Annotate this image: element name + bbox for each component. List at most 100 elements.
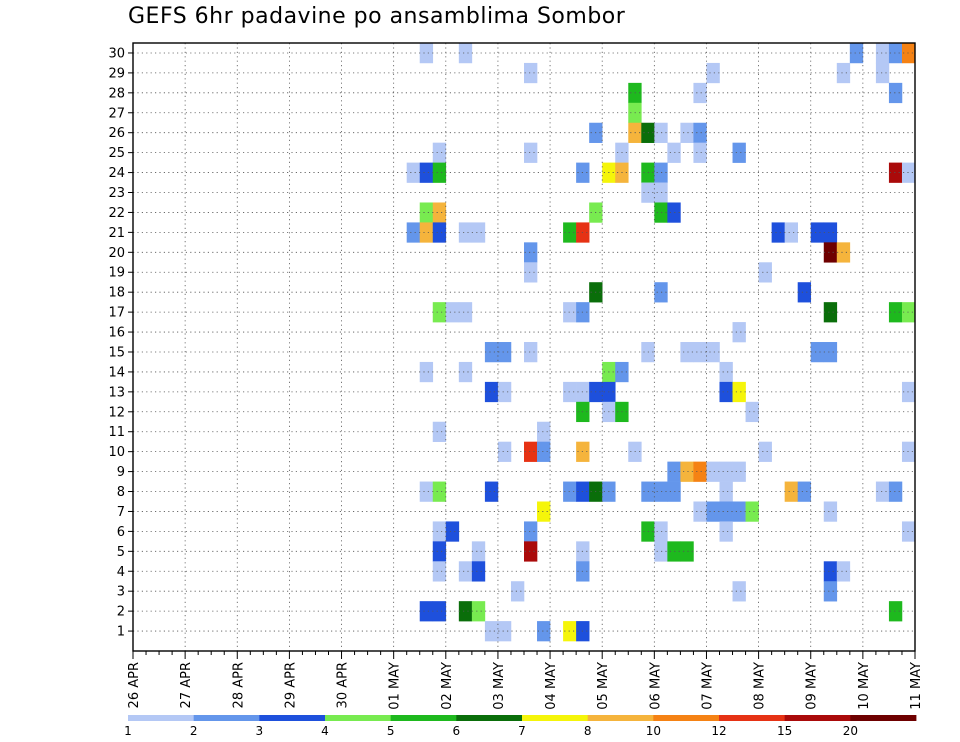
heatmap-cell xyxy=(406,222,421,243)
heatmap-cell xyxy=(654,202,668,223)
heatmap-cell xyxy=(745,501,759,522)
heatmap-cell xyxy=(680,461,694,482)
heatmap-cell xyxy=(745,401,759,423)
heatmap-cell xyxy=(458,601,473,622)
heatmap-cell xyxy=(471,222,486,243)
x-tick-label: 11 MAY xyxy=(909,662,924,710)
heatmap-cell xyxy=(419,361,434,383)
heatmap-cell xyxy=(758,262,772,283)
heatmap-cell xyxy=(901,441,916,462)
heatmap-cell xyxy=(497,342,512,363)
legend-threshold-label: 1 xyxy=(124,724,132,738)
y-tick-label: 21 xyxy=(108,226,125,241)
heatmap-cell xyxy=(719,361,733,383)
y-tick-label: 15 xyxy=(108,345,125,360)
legend-color-swatch xyxy=(259,715,326,721)
heatmap-cell xyxy=(471,541,486,562)
heatmap-cell xyxy=(432,142,447,163)
heatmap-cell xyxy=(719,461,733,482)
y-tick-label: 8 xyxy=(117,485,125,500)
heatmap-cell xyxy=(732,581,746,602)
heatmap-cell xyxy=(445,302,460,323)
legend-threshold-label: 7 xyxy=(518,724,526,738)
y-tick-label: 5 xyxy=(117,545,125,560)
x-tick-label: 08 MAY xyxy=(753,662,768,710)
heatmap-cell xyxy=(537,501,551,522)
heatmap-cell xyxy=(823,302,838,323)
heatmap-cell xyxy=(484,342,499,363)
heatmap-cell xyxy=(458,561,473,582)
heatmap-cell xyxy=(901,162,916,183)
heatmap-cell xyxy=(432,222,447,243)
heatmap-cell xyxy=(497,441,512,462)
legend-threshold-label: 15 xyxy=(777,724,792,738)
y-tick-label: 2 xyxy=(117,605,125,620)
heatmap-cell xyxy=(419,601,434,622)
heatmap-cell xyxy=(537,441,551,462)
heatmap-cell xyxy=(524,521,538,542)
heatmap-cell xyxy=(758,441,772,462)
legend-color-swatch xyxy=(390,715,457,721)
y-tick-label: 10 xyxy=(108,445,125,460)
legend-threshold-label: 2 xyxy=(190,724,198,738)
y-tick-label: 12 xyxy=(108,405,125,420)
y-tick-label: 16 xyxy=(108,326,125,341)
y-tick-label: 1 xyxy=(117,625,125,640)
x-tick-label: 06 MAY xyxy=(648,662,663,710)
chart-title: GEFS 6hr padavine po ansamblima Sombor xyxy=(128,4,626,29)
heatmap-cell xyxy=(823,581,838,602)
heatmap-cell xyxy=(497,381,512,403)
x-tick-label: 03 MAY xyxy=(492,662,507,710)
x-tick-label: 29 APR xyxy=(283,662,298,708)
heatmap-cell xyxy=(823,342,838,363)
heatmap-cell xyxy=(432,541,447,562)
heatmap-cell xyxy=(888,601,903,622)
heatmap-cell xyxy=(706,342,720,363)
heatmap-cell xyxy=(901,302,916,323)
heatmap-cell xyxy=(445,521,460,542)
legend-color-swatch xyxy=(456,715,523,721)
heatmap-cell xyxy=(719,481,733,502)
heatmap-cell xyxy=(706,501,720,522)
y-tick-label: 13 xyxy=(108,385,125,400)
heatmap-cell xyxy=(875,62,890,84)
heatmap-cell xyxy=(693,82,707,104)
heatmap-cell xyxy=(537,421,551,442)
legend-threshold-label: 5 xyxy=(387,724,395,738)
heatmap-cell xyxy=(797,282,812,303)
y-tick-label: 19 xyxy=(108,266,125,281)
heatmap-cell xyxy=(693,461,707,482)
heatmap-cell xyxy=(836,62,851,84)
y-tick-label: 7 xyxy=(117,505,125,520)
heatmap-cell xyxy=(706,62,720,84)
heatmap-cell xyxy=(524,142,538,163)
heatmap-cell xyxy=(836,242,851,263)
heatmap-cell xyxy=(888,82,903,104)
legend-color-swatch xyxy=(193,715,260,721)
legend-threshold-label: 20 xyxy=(843,724,858,738)
legend-color-swatch xyxy=(325,715,392,721)
x-tick-label: 10 MAY xyxy=(857,662,872,710)
heatmap-cell xyxy=(432,202,447,223)
heatmap-cell xyxy=(823,222,838,243)
y-tick-label: 18 xyxy=(108,286,125,301)
y-tick-label: 11 xyxy=(108,425,125,440)
heatmap-cell xyxy=(680,342,694,363)
heatmap-cell xyxy=(732,381,746,403)
legend-color-swatch xyxy=(784,715,851,721)
x-tick-label: 04 MAY xyxy=(544,662,559,710)
heatmap-cell xyxy=(810,222,825,243)
heatmap-cell xyxy=(471,601,486,622)
x-tick-label: 01 MAY xyxy=(388,662,403,710)
y-tick-label: 24 xyxy=(108,166,125,181)
heatmap-cell xyxy=(784,222,798,243)
heatmap-cell xyxy=(406,162,421,183)
heatmap-cell xyxy=(680,122,694,143)
heatmap-cell xyxy=(888,302,903,323)
legend-color-swatch xyxy=(522,715,589,721)
heatmap-cell xyxy=(419,43,434,64)
heatmap-cell xyxy=(719,381,733,403)
y-tick-label: 9 xyxy=(117,465,125,480)
heatmap-cell xyxy=(524,242,538,263)
heatmap-cell xyxy=(419,162,434,183)
